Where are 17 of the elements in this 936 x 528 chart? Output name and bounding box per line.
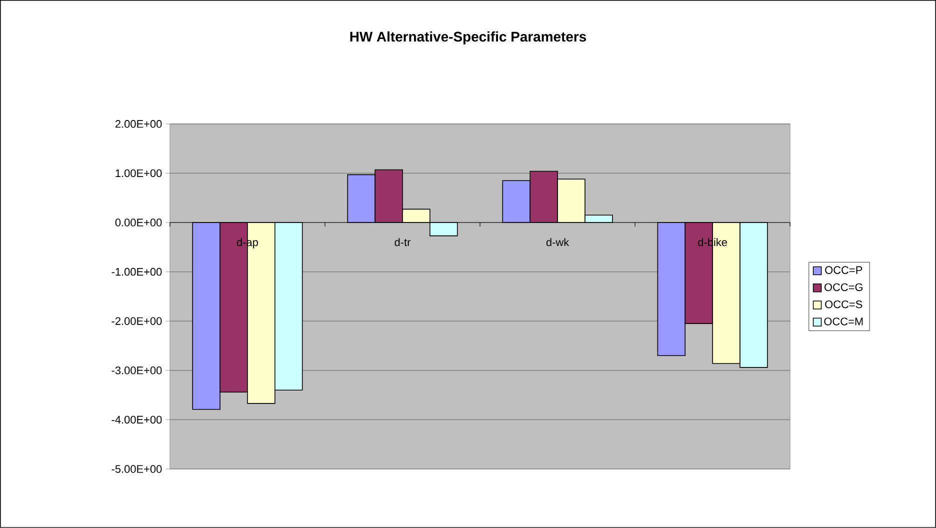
chart-title: HW Alternative-Specific Parameters [350,31,586,44]
y-tick-label: -3.00E+00 [112,366,162,374]
y-tick-label: -2.00E+00 [112,317,162,326]
y-tick-label: 2.00E+00 [115,120,162,128]
legend-label: OCC=M [824,318,863,326]
y-tick-label: -4.00E+00 [112,416,162,424]
x-tick-label: d-bike [698,238,727,246]
x-tick-label: d-tr [394,238,411,246]
x-tick-label: d-ap [236,238,258,248]
legend-label: OCC=P [825,266,862,274]
y-tick-label: -5.00E+00 [112,465,162,473]
legend-label: OCC=G [824,283,862,292]
x-tick-label: d-wk [546,238,570,246]
y-tick-label: 1.00E+00 [116,169,162,178]
y-tick-label: 0.00E+00 [115,218,162,226]
y-tick-label: -1.00E+00 [112,268,162,276]
legend-label: OCC=S [825,300,862,308]
